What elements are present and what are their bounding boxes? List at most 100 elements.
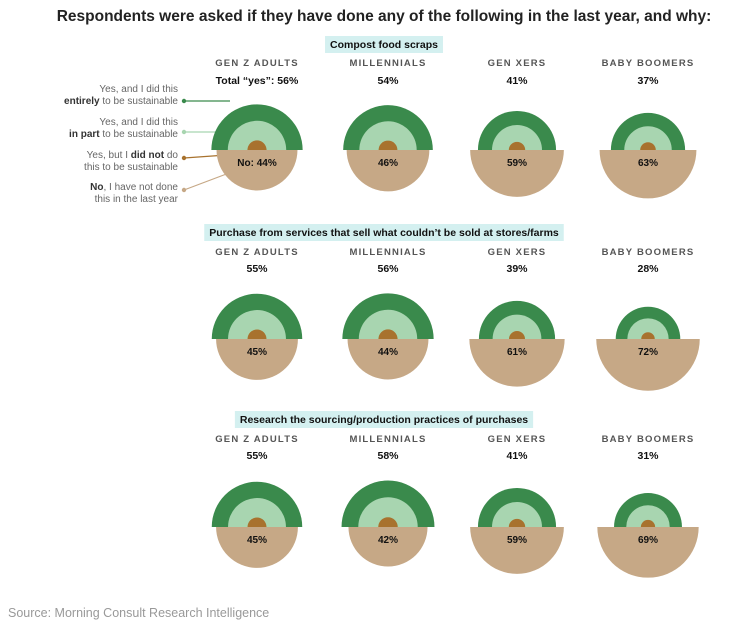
legend-dot [181,98,187,104]
yes-in-part-arc [624,126,672,150]
semicircle-group: BABY BOOMERS 31% 69% [597,434,699,578]
yes-value-label: 37% [637,75,659,87]
activity-banner [204,224,564,241]
yes-in-part-arc [228,310,286,339]
yes-in-part-arc [358,497,418,527]
no-value-label: 44% [378,347,398,358]
yes-in-part-arc [492,314,542,339]
panels: Compost food scraps GEN Z ADULTS Total “ye… [204,36,700,578]
yes-did-not-arc [508,518,526,527]
yes-value-label: 41% [506,450,528,462]
no-semicircle [469,339,565,387]
yes-value-label: 55% [246,263,268,275]
generation-label: BABY BOOMERS [602,58,695,69]
yes-did-not-arc [247,517,267,527]
yes-did-not-arc [247,329,267,339]
generation-label: GEN XERS [488,434,547,445]
semicircle-group: GEN XERS 39% 61% [469,247,565,387]
yes-in-part-arc [358,309,418,339]
no-semicircle [216,339,298,380]
no-value-label: 59% [507,535,527,546]
yes-value-label: 28% [637,263,659,275]
activity-banner [234,411,534,428]
yes-did-not-arc [509,331,525,339]
no-value-label: No: 44% [237,158,277,169]
yes-did-not-arc [378,329,398,339]
activity-banner [325,36,443,53]
legend-label: Yes, but I did not do [87,150,179,161]
yes-value-label: Total “yes”: 56% [216,75,299,87]
yes-in-part-arc [492,125,542,150]
generation-label: BABY BOOMERS [602,247,695,258]
legend-dot [181,129,187,135]
semicircle-group: MILLENNIALS 56% 44% [342,247,434,380]
generation-label: GEN XERS [488,247,547,258]
panel-1: Compost food scraps GEN Z ADULTS Total “ye… [211,36,697,199]
yes-value-label: 56% [377,263,399,275]
semicircle-group: GEN Z ADULTS 55% 45% [211,434,303,568]
yes-value-label: 54% [377,75,399,87]
no-semicircle [596,339,700,391]
yes-in-part-arc [227,120,287,150]
no-value-label: 63% [638,158,658,169]
chart-title: Respondents were asked if they have done… [57,8,712,25]
yes-in-part-arc [626,505,670,527]
legend-label: Yes, and I did this [99,84,178,95]
yes-did-not-arc [378,140,398,150]
no-value-label: 45% [247,535,267,546]
yes-did-not-arc [640,142,656,150]
panel-3: Research the sourcing/production practic… [211,411,699,578]
legend-label: entirely to be sustainable [64,96,178,107]
yes-in-part-arc [228,498,286,527]
semicircle-group: BABY BOOMERS 37% 63% [599,58,697,199]
yes-value-label: 31% [637,450,659,462]
activity-label: Purchase from services that sell what co… [209,227,559,239]
generation-label: GEN Z ADULTS [215,58,299,69]
semicircle-group: GEN Z ADULTS Total “yes”: 56% No: 44% [211,58,303,191]
yes-value-label: 55% [246,450,268,462]
legend-dot [181,187,187,193]
no-semicircle [347,339,429,380]
legend-dot [181,155,187,161]
no-semicircle [470,527,564,574]
generation-label: GEN Z ADULTS [215,247,299,258]
yes-did-not-arc [508,141,526,150]
legend-label: Yes, and I did this [99,117,178,128]
generation-label: MILLENNIALS [349,58,426,69]
legend-label: this in the last year [95,194,179,205]
generation-label: MILLENNIALS [349,247,426,258]
no-value-label: 72% [638,347,658,358]
generation-label: BABY BOOMERS [602,434,695,445]
semicircle-group: BABY BOOMERS 28% 72% [596,247,700,391]
no-semicircle [216,527,298,568]
no-value-label: 69% [638,535,658,546]
semicircle-group: GEN Z ADULTS 55% 45% [211,247,303,380]
yes-did-not-arc [247,140,267,150]
activity-label: Research the sourcing/production practic… [240,414,528,426]
no-semicircle [346,150,430,192]
generation-label: GEN XERS [488,58,547,69]
activity-label: Compost food scraps [330,39,438,51]
legend-label: this to be sustainable [84,162,178,173]
yes-in-part-arc [627,318,669,339]
semicircle-group: GEN XERS 41% 59% [470,434,564,574]
yes-did-not-arc [640,519,656,527]
generation-label: GEN Z ADULTS [215,434,299,445]
no-semicircle [216,150,298,191]
panel-2: Purchase from services that sell what co… [204,224,700,391]
no-semicircle [348,527,428,567]
no-semicircle [597,527,699,578]
semicircle-group: MILLENNIALS 58% 42% [341,434,435,567]
no-semicircle [470,150,564,197]
yes-did-not-arc [641,332,655,339]
yes-value-label: 39% [506,263,528,275]
source-note: Source: Morning Consult Research Intelli… [8,606,269,620]
yes-value-label: 58% [377,450,399,462]
no-value-label: 45% [247,347,267,358]
semicircle-group: GEN XERS 41% 59% [470,58,564,197]
semicircle-group: MILLENNIALS 54% 46% [343,58,433,192]
